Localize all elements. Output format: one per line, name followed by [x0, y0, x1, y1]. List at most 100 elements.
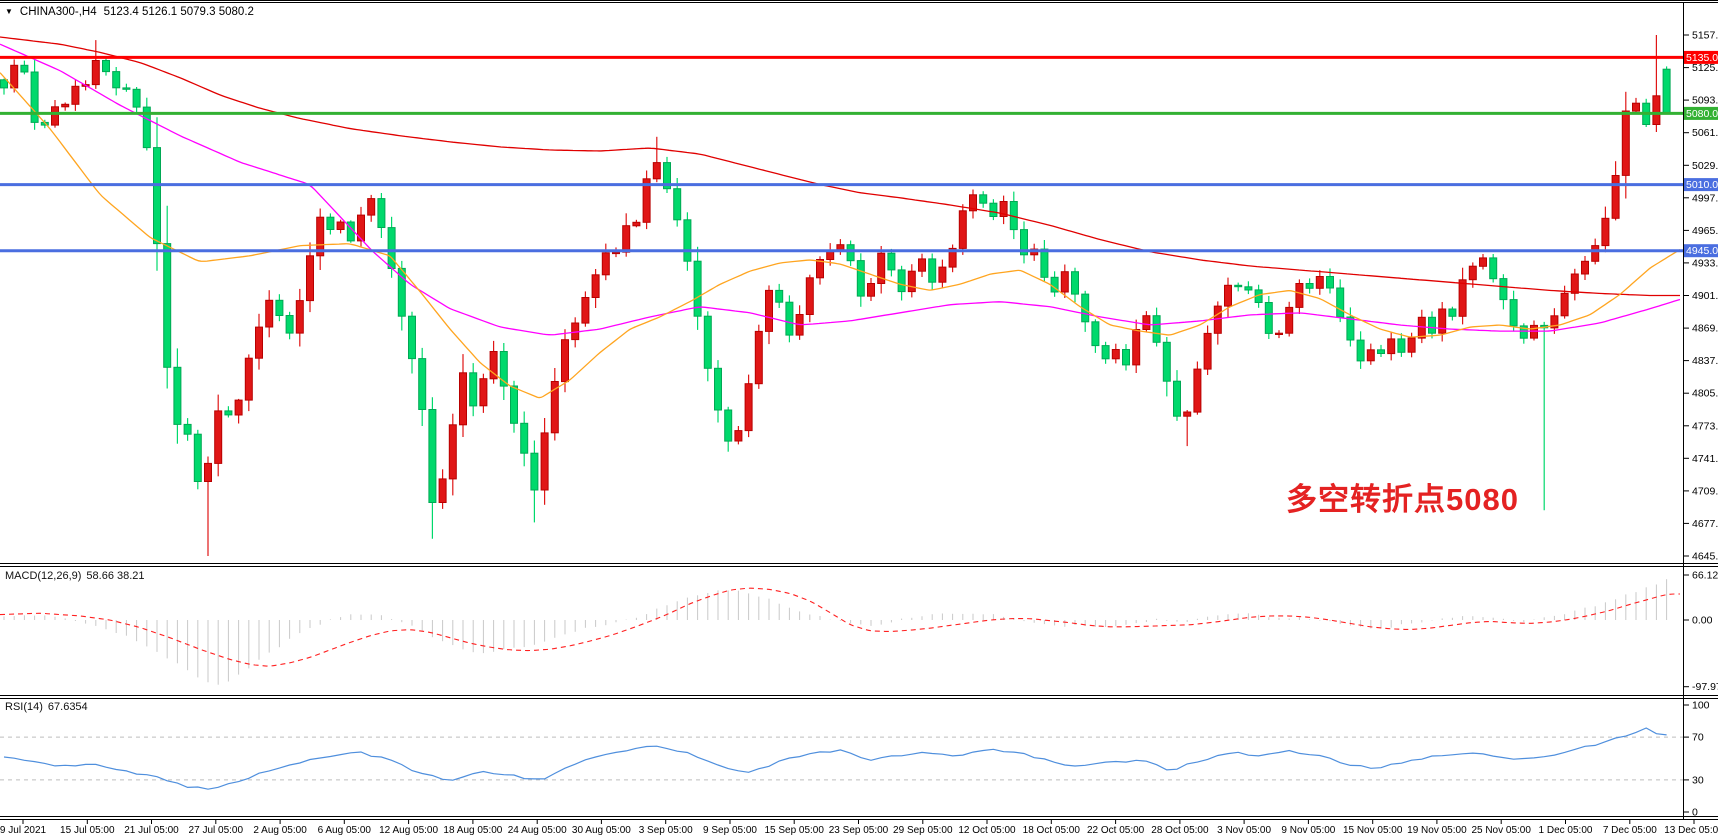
price-tick-label: 4805.0 [1692, 388, 1718, 400]
date-label: 7 Dec 05:00 [1603, 825, 1657, 836]
candle-body [1560, 292, 1569, 317]
candle-body [775, 289, 784, 303]
chart-header: ▼ CHINA300-,H4 5123.4 5126.1 5079.3 5080… [5, 6, 254, 18]
candle-body [153, 147, 161, 245]
candle-body [1203, 332, 1212, 370]
macd-panel-label: MACD(12,26,9) 58.66 38.21 [5, 570, 145, 582]
date-label: 15 Jul 05:00 [60, 825, 115, 836]
candle-body [979, 194, 988, 204]
candle-body [1499, 278, 1508, 301]
candle-body [1387, 338, 1396, 355]
candle-body [1601, 217, 1610, 247]
date-label: 13 Dec 05:00 [1664, 825, 1718, 836]
symbol-timeframe-label[interactable]: CHINA300-,H4 [19, 6, 97, 18]
candle-body [683, 219, 692, 262]
date-label: 23 Sep 05:00 [829, 825, 889, 836]
price-tick-label: 4933.0 [1692, 257, 1718, 269]
price-tick-label: 5061.0 [1692, 127, 1718, 139]
candle-body [183, 423, 192, 435]
price-tick-label: 4997.0 [1692, 192, 1718, 204]
candle-body [1366, 349, 1375, 362]
time-axis[interactable] [0, 820, 1718, 840]
price-tick-label: 4677.0 [1692, 518, 1718, 530]
date-label: 21 Jul 05:00 [124, 825, 179, 836]
candle-body [540, 432, 549, 491]
candle-body [255, 326, 263, 359]
mid-ma-line [0, 43, 1681, 336]
candle-body [703, 315, 712, 369]
candle-body [1336, 287, 1345, 318]
price-tick-label: 5093.0 [1692, 95, 1718, 107]
candle-body [1652, 95, 1661, 126]
candle-body [122, 87, 131, 90]
macd-tick-label: -97.97 [1692, 681, 1718, 693]
candle-body [408, 315, 416, 360]
price-tick-label: 4645.0 [1692, 551, 1718, 563]
date-label: 12 Oct 05:00 [958, 825, 1016, 836]
candle-body [71, 85, 80, 105]
hline-price-badge [1684, 178, 1718, 192]
candle-body [193, 433, 202, 483]
price-axis[interactable] [1683, 3, 1718, 816]
hline-price-badge-label: 5135.0 [1686, 52, 1718, 64]
candle-body [163, 243, 172, 368]
candle-body [295, 300, 304, 334]
price-tick-label: 4837.0 [1692, 355, 1718, 367]
candle-body [367, 198, 376, 216]
candle-body [1417, 316, 1426, 339]
chart-annotation[interactable]: 多空转折点5080 [1286, 482, 1519, 517]
candle-body [1621, 110, 1630, 176]
candle-body [377, 198, 386, 229]
price-tick-label: 5125.0 [1692, 62, 1718, 74]
candle-body [1662, 68, 1671, 114]
candle-body [693, 260, 702, 317]
candle-body [1162, 341, 1171, 382]
hline-price-badge [1684, 50, 1718, 64]
candle-body [469, 372, 478, 407]
price-tick-label: 4901.0 [1692, 290, 1718, 302]
candle-body [856, 260, 865, 297]
candle-body [1122, 349, 1130, 366]
candle-body [918, 258, 926, 272]
price-tick-label: 4741.0 [1692, 453, 1718, 465]
candle-body [142, 106, 151, 149]
candle-body [1489, 257, 1498, 280]
candle-body [204, 462, 212, 482]
candle-body [1346, 316, 1355, 341]
candle-body [1285, 306, 1294, 334]
candle-body [948, 247, 957, 268]
candle-body [999, 201, 1008, 217]
fast-ma-line [0, 72, 1681, 399]
hline-price-badge [1684, 106, 1718, 120]
candle-body [520, 422, 529, 454]
candle-body [714, 367, 722, 411]
candle-body [1611, 175, 1620, 219]
date-label: 9 Jul 2021 [0, 825, 47, 836]
candle-body [173, 366, 182, 425]
candle-body [1550, 315, 1559, 329]
candle-body [20, 64, 29, 73]
macd-indicator-name: MACD(12,26,9) [5, 570, 82, 582]
date-label: 29 Sep 05:00 [893, 825, 953, 836]
date-label: 3 Nov 05:00 [1217, 825, 1271, 836]
symbol-dropdown-icon[interactable]: ▼ [5, 7, 13, 16]
candle-body [214, 410, 223, 464]
price-tick-label: 5157.0 [1692, 30, 1718, 42]
candle-body [30, 71, 39, 123]
date-label: 12 Aug 05:00 [379, 825, 438, 836]
candle-body [785, 301, 794, 336]
candle-body [1152, 315, 1161, 343]
candle-body [734, 430, 743, 442]
candle-body [448, 424, 457, 480]
candle-body [1275, 332, 1283, 336]
price-overlays-layer [0, 36, 1683, 399]
candle-body [754, 330, 763, 385]
macd-tick-label: 66.12 [1692, 570, 1718, 582]
date-label: 9 Sep 05:00 [703, 825, 757, 836]
candle-body [387, 227, 396, 270]
candle-body [530, 452, 539, 491]
candle-body [877, 252, 886, 284]
date-label: 18 Oct 05:00 [1023, 825, 1081, 836]
date-label: 19 Nov 05:00 [1407, 825, 1467, 836]
